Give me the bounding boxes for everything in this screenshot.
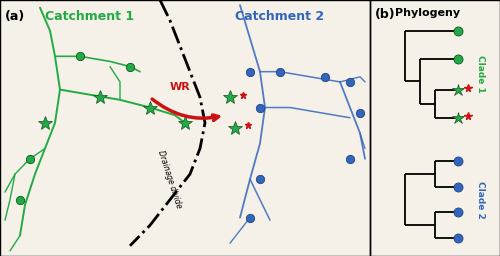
Text: (b): (b) [375, 8, 396, 21]
Text: Clade 2: Clade 2 [476, 181, 484, 219]
Text: Phylogeny: Phylogeny [395, 8, 460, 18]
Text: Catchment 1: Catchment 1 [45, 10, 134, 23]
Text: Drainage divide: Drainage divide [156, 149, 184, 209]
Text: (a): (a) [5, 10, 25, 23]
Text: Clade 1: Clade 1 [476, 55, 484, 93]
Text: Catchment 2: Catchment 2 [235, 10, 324, 23]
Text: WR: WR [170, 82, 190, 92]
